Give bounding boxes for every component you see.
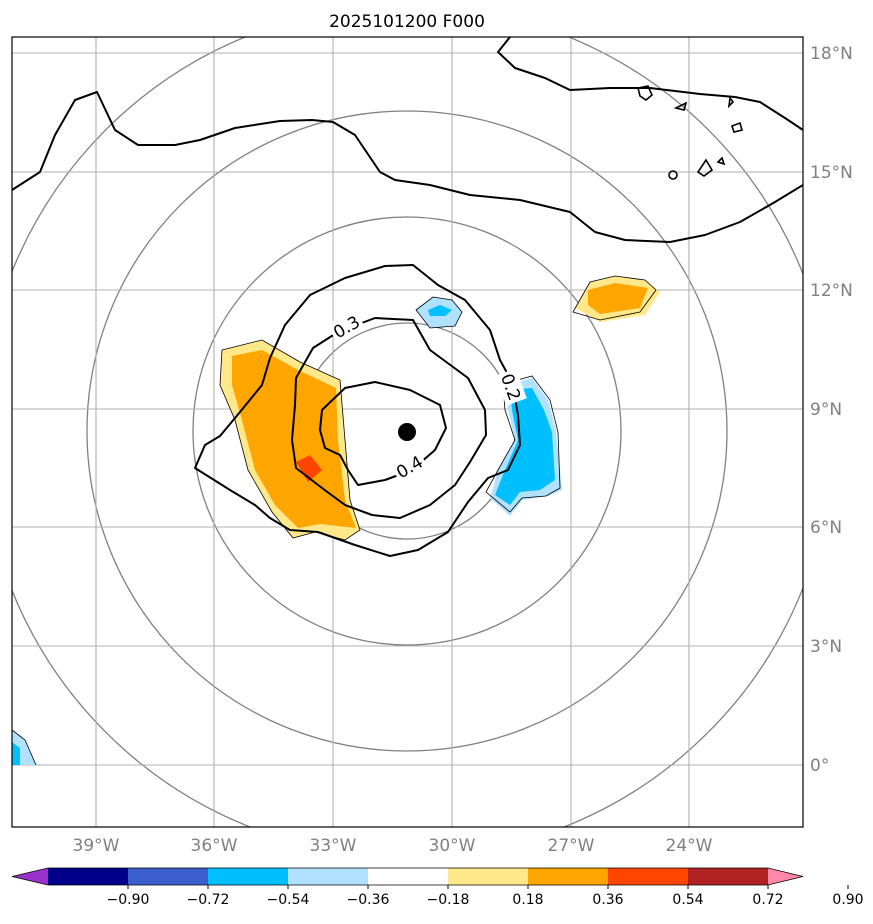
range-ring-3 xyxy=(86,110,728,752)
colorbar-segment xyxy=(48,868,129,885)
positive-region-mid xyxy=(232,350,356,528)
colorbar-tick-label: 0.90 xyxy=(832,892,863,908)
contour-northern-boundary xyxy=(12,91,803,243)
lon-label-33w: 33°W xyxy=(310,836,357,856)
colorbar-segment xyxy=(608,868,689,885)
negative-region-east-mid xyxy=(495,388,555,505)
colorbar-segment xyxy=(128,868,209,885)
colorbar-tick-label: −0.72 xyxy=(187,892,230,908)
colorbar-tick-label: 0.54 xyxy=(672,892,703,908)
colorbar-extend-low xyxy=(12,868,48,885)
storm-center-marker xyxy=(398,423,416,441)
positive-region-high xyxy=(296,455,322,482)
negative-patch-north-mid xyxy=(428,305,452,316)
lon-label-39w: 39°W xyxy=(73,836,120,856)
colorbar-segment xyxy=(448,868,529,885)
plot-frame xyxy=(11,36,804,828)
small-island-contours xyxy=(637,85,743,180)
contour-0.3 xyxy=(291,317,487,519)
lat-label-12n: 12°N xyxy=(810,281,853,301)
lat-label-18n: 18°N xyxy=(810,44,853,64)
positive-patch-ne-mid xyxy=(588,283,648,314)
longitude-labels: 39°W 36°W 33°W 30°W 27°W 24°W xyxy=(73,836,713,856)
colorbar-tick-label: −0.90 xyxy=(107,892,150,908)
colorbar-segment xyxy=(288,868,369,885)
lon-label-36w: 36°W xyxy=(191,836,238,856)
negative-patch-sw-mid xyxy=(12,742,20,765)
lat-label-3n: 3°N xyxy=(810,637,842,657)
lat-label-0: 0° xyxy=(810,756,829,776)
colorbar-tick-label: 0.36 xyxy=(592,892,623,908)
colorbar-segment xyxy=(688,868,769,885)
colorbar-tick-label: −0.54 xyxy=(267,892,310,908)
range-ring-2 xyxy=(192,216,622,646)
colorbar-tick-label: 0.18 xyxy=(512,892,543,908)
colorbar-tick-label: −0.36 xyxy=(347,892,390,908)
lat-label-15n: 15°N xyxy=(810,163,853,183)
colorbar-tick-label: −0.18 xyxy=(427,892,470,908)
lon-label-30w: 30°W xyxy=(429,836,476,856)
colorbar-segment xyxy=(528,868,609,885)
positive-region-outline xyxy=(219,339,361,541)
colorbar-tick-label: 0.72 xyxy=(752,892,783,908)
latitude-labels: 18°N 15°N 12°N 9°N 6°N 3°N 0° xyxy=(810,44,853,776)
lat-label-9n: 9°N xyxy=(810,400,842,420)
colorbar: −0.90 −0.72 −0.54 −0.36 −0.18 0.18 0.36 0.54 0.7… xyxy=(11,867,864,908)
colorbar-segment xyxy=(368,868,449,885)
map-area: 0.3 0.2 0.4 xyxy=(12,37,803,827)
lat-label-6n: 6°N xyxy=(810,518,842,538)
map-title: 2025101200 F000 xyxy=(329,12,485,32)
lon-label-24w: 24°W xyxy=(666,836,713,856)
colorbar-segment xyxy=(208,868,289,885)
lon-label-27w: 27°W xyxy=(548,836,595,856)
colorbar-extend-high xyxy=(768,868,803,885)
contour-coastline xyxy=(497,37,803,131)
